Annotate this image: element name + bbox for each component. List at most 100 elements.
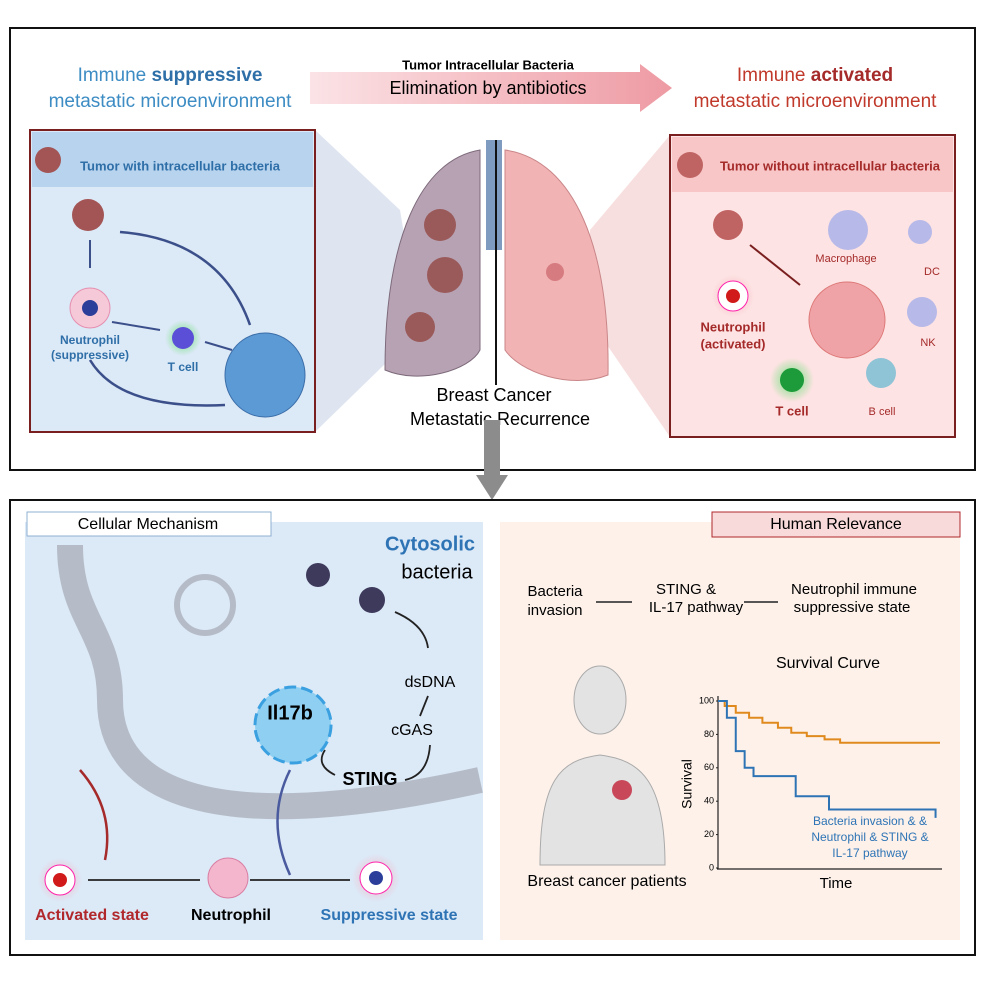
panel-label-box bbox=[711, 511, 961, 538]
arrow bbox=[419, 695, 429, 717]
cell-label: Neutrophil bbox=[701, 319, 766, 334]
legend-label: Bacteria invasion & & bbox=[813, 814, 927, 828]
cell-label: (activated) bbox=[700, 336, 765, 351]
arrow bbox=[320, 749, 336, 776]
legend-label: Neutrophil & STING & bbox=[811, 830, 928, 844]
center-label: Breast Cancer bbox=[436, 385, 551, 405]
text: suppressive bbox=[152, 65, 263, 86]
label: dsDNA bbox=[405, 674, 456, 691]
x-axis-label: Time bbox=[820, 875, 853, 892]
cell-label: DC bbox=[924, 266, 940, 278]
down-arrow bbox=[476, 420, 508, 500]
state-label: Suppressive state bbox=[321, 907, 458, 924]
cell-label: Macrophage bbox=[815, 253, 876, 265]
title-line: metastatic microenvironment bbox=[49, 91, 293, 112]
nucleus bbox=[369, 871, 383, 885]
vessel bbox=[32, 132, 313, 187]
metastasis bbox=[424, 209, 456, 241]
cell-label: NK bbox=[920, 337, 936, 349]
survival-line bbox=[718, 700, 940, 744]
state-label: Activated state bbox=[35, 907, 149, 924]
flow-step: Bacteria bbox=[527, 583, 583, 600]
patient bbox=[539, 665, 666, 866]
label: cGAS bbox=[391, 722, 433, 739]
title-line: metastatic microenvironment bbox=[694, 91, 938, 112]
inhibit bbox=[204, 341, 233, 351]
arrow-label: Elimination by antibiotics bbox=[389, 78, 586, 98]
relevance-panel bbox=[500, 522, 960, 940]
text: Immune bbox=[78, 65, 152, 86]
box-title: Tumor without intracellular bacteria bbox=[720, 158, 941, 173]
left-title: Immune suppressive metastatic microenvir… bbox=[49, 65, 293, 112]
flow-step: suppressive state bbox=[794, 599, 911, 616]
cell-label: T cell bbox=[168, 360, 199, 374]
patients-label: Breast cancer patients bbox=[527, 873, 686, 890]
inhibit bbox=[111, 321, 161, 331]
arrow bbox=[79, 769, 109, 861]
arrow-subtitle: Tumor Intracellular Bacteria bbox=[402, 57, 574, 72]
metastasis bbox=[427, 257, 463, 293]
flow-step: invasion bbox=[527, 602, 582, 619]
b-cell bbox=[866, 358, 896, 388]
cell-label: T cell bbox=[775, 403, 808, 418]
y-tick-label: 40 bbox=[704, 796, 714, 806]
trachea bbox=[486, 140, 502, 250]
flow-step: STING & bbox=[656, 581, 716, 598]
arrow bbox=[119, 230, 252, 326]
arrow bbox=[276, 769, 292, 876]
survival-line bbox=[718, 700, 937, 818]
y-axis-label: Survival bbox=[679, 759, 695, 809]
arrow bbox=[394, 611, 429, 649]
legend-label: IL-17 pathway bbox=[832, 846, 907, 860]
cell-label: Neutrophil bbox=[60, 333, 120, 347]
t-cell bbox=[780, 368, 804, 392]
title-line: Immune activated bbox=[737, 65, 893, 86]
tumor-cell bbox=[677, 152, 703, 178]
macrophage bbox=[828, 210, 868, 250]
vesicle bbox=[174, 574, 236, 636]
flow: Bacteria invasion STING & IL-17 pathway … bbox=[527, 581, 916, 619]
nucleus bbox=[82, 300, 98, 316]
arrow bbox=[749, 244, 801, 286]
nucleus bbox=[53, 873, 67, 887]
dc bbox=[908, 220, 932, 244]
nucleus bbox=[253, 685, 333, 765]
box-title: Tumor with intracellular bacteria bbox=[80, 158, 281, 173]
label: STING bbox=[342, 769, 397, 789]
arrow bbox=[88, 359, 226, 407]
label: Cytosolic bbox=[385, 533, 475, 555]
arrow bbox=[404, 744, 431, 781]
text: activated bbox=[811, 65, 893, 86]
t-cell bbox=[172, 327, 194, 349]
zoom-cone bbox=[590, 135, 670, 437]
tumor-mass bbox=[224, 332, 306, 418]
title-line: Immune suppressive bbox=[78, 65, 263, 86]
center-label: Metastatic Recurrence bbox=[410, 409, 590, 429]
metastasis bbox=[546, 263, 564, 281]
tumor-cell bbox=[35, 147, 61, 173]
tumor-mass bbox=[808, 281, 886, 359]
tumor bbox=[612, 780, 632, 800]
y-tick-label: 0 bbox=[709, 862, 714, 872]
tumor-cell bbox=[713, 210, 743, 240]
metastasis bbox=[405, 312, 435, 342]
y-tick-label: 20 bbox=[704, 829, 714, 839]
bacterium bbox=[306, 563, 330, 587]
chart-title: Survival Curve bbox=[776, 655, 880, 672]
gene-label: Il17b bbox=[267, 702, 313, 724]
neutrophil bbox=[207, 857, 249, 899]
y-tick-label: 60 bbox=[704, 762, 714, 772]
antibiotic-arrow bbox=[310, 64, 672, 112]
survival-chart: Survival Curve Survival Time 0 20 40 60 80 10… bbox=[679, 655, 942, 892]
cell-label: B cell bbox=[869, 406, 896, 418]
panel-label-box bbox=[26, 511, 272, 537]
nucleus bbox=[726, 289, 740, 303]
body bbox=[539, 754, 666, 866]
y-tick-label: 100 bbox=[699, 695, 714, 705]
panel-title: Human Relevance bbox=[770, 516, 902, 533]
flow-step: Neutrophil immune bbox=[791, 581, 917, 598]
tumor-cell bbox=[72, 199, 104, 231]
right-title: Immune activated metastatic microenviron… bbox=[694, 65, 938, 112]
bacterium bbox=[359, 587, 385, 613]
text: Immune bbox=[737, 65, 811, 86]
